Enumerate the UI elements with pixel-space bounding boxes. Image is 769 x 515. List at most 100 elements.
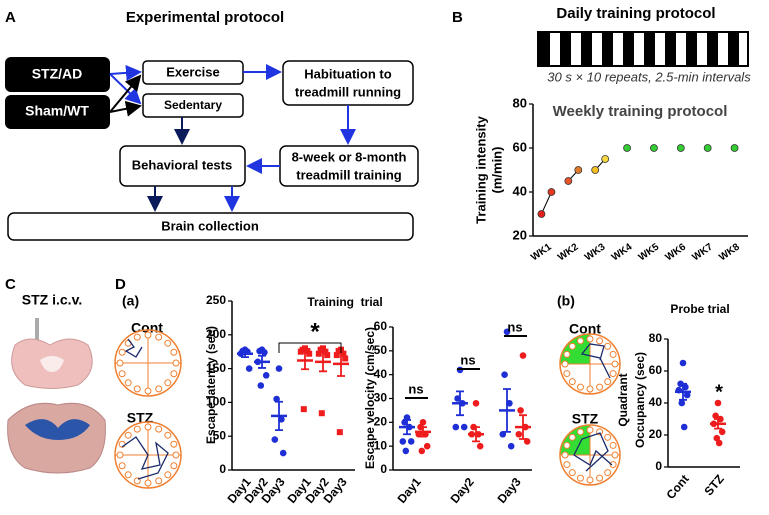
pool-marker [611,360,619,368]
pool-marker [609,370,617,378]
pool-marker [568,342,576,350]
pool-marker [164,379,172,387]
point [271,436,279,443]
y-tick-label: 60 [513,139,527,154]
x-tick-label: Day1 [395,475,424,506]
y-tick-label: 20 [649,427,663,441]
point [275,365,283,372]
node-label: Exercise [166,64,220,79]
pool-marker [576,474,584,482]
x-tick-label: Day3 [495,475,524,506]
pool-marker [118,348,126,356]
x-tick-label: WK3 [583,241,608,263]
chart-title: Probe trial [670,302,729,316]
pool-marker [586,385,594,393]
point [678,399,686,407]
y-axis-label: Escape velocity (cm/sec) [363,327,377,469]
point [318,410,325,417]
pool-marker [144,479,152,487]
pool-marker [118,370,126,378]
point [679,359,687,367]
point [601,155,610,163]
significance-bracket [278,342,342,353]
panel-c: C STZ i.c.v. [5,276,106,474]
pool-marker [144,331,152,339]
point [300,406,307,413]
node-label: STZ/AD [32,66,83,82]
annotation: ns [408,381,423,396]
stripe-frame [537,31,749,67]
swim-path [121,436,169,480]
pool-marker [609,350,617,358]
x-tick-label: WK8 [717,241,742,263]
point [315,350,322,357]
point [591,166,600,174]
pool-marker [164,339,172,347]
x-tick-label: WK5 [637,241,662,263]
x-tick-label: WK4 [610,241,635,263]
y-tick-label: 60 [374,319,388,333]
point [460,423,468,431]
pool-marker [170,462,178,470]
pool-marker [133,385,141,393]
point [517,407,524,414]
point [324,352,331,359]
point [680,423,688,431]
pool-marker [170,370,178,378]
point [712,412,719,420]
error-bar [258,354,266,369]
node-label: treadmill training [296,167,402,182]
error-bar [403,419,411,436]
error-bar [301,350,309,371]
node-box [119,145,246,187]
node-label: Sham/WT [25,103,89,119]
pool-marker [116,359,124,367]
error-bar [679,382,687,401]
point [261,349,268,356]
stripe [665,32,676,66]
y-tick-label: 80 [513,95,527,110]
point [507,442,515,450]
pool-marker [568,469,576,477]
error-bar [503,388,511,433]
node-label: Behavioral tests [132,157,232,172]
pool-marker [133,425,141,433]
point [472,399,480,407]
node-box [7,212,414,241]
point [503,328,511,336]
y-tick-label: 200 [206,327,226,341]
stripe [560,32,571,66]
pool-marker [611,451,619,459]
point [730,144,739,152]
y-tick-label: 0 [655,459,662,473]
pool-marker [155,333,163,341]
pool-marker [561,360,569,368]
y-tick-label: 250 [206,293,226,307]
point [676,144,685,152]
panel-label: B [452,9,463,26]
stripe [686,32,697,66]
swim-path [573,432,613,472]
y-axis-label: Training intensity [473,115,488,223]
y-tick-label: 40 [374,367,388,381]
point [574,166,583,174]
error-bar [319,351,327,373]
point [257,382,265,389]
section-title: Training trial [307,295,382,309]
y-tick-label: 80 [649,331,663,345]
stripe [581,32,592,66]
point [262,372,270,379]
point [273,395,280,403]
y-tick-label: 30 [374,391,388,405]
pool-marker [604,378,612,386]
y-tick-label: 0 [219,462,226,476]
pool-marker [170,440,178,448]
pool-marker [116,451,124,459]
point [340,350,347,357]
point [501,371,508,378]
pool-marker [172,451,180,459]
pool-marker [604,342,612,350]
node-label: 8-week or 8-month [292,149,407,164]
point [423,442,431,450]
